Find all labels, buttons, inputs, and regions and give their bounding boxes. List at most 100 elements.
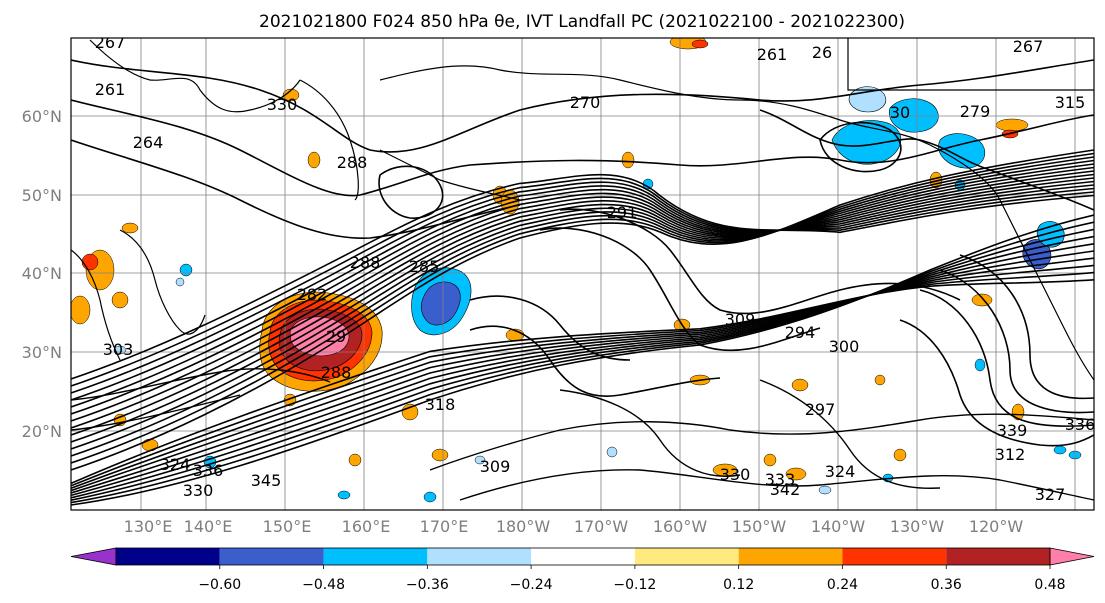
longitude-tick-label: 140°W: [811, 517, 866, 536]
theta-e-contour: [71, 264, 1094, 489]
theta-e-contour: [71, 159, 1094, 450]
contour-label: 330: [720, 465, 751, 484]
pc-shading-patch: [763, 453, 777, 467]
colorbar-tick-label: −0.36: [406, 577, 449, 593]
colorbar-segment: [219, 548, 324, 565]
theta-e-contour: [71, 59, 1094, 153]
coast-japan: [119, 229, 206, 335]
contour-label: 297: [805, 400, 836, 419]
theta-e-contour: [71, 177, 1094, 387]
contour-label: 261: [757, 45, 788, 64]
contour-label: 270: [570, 93, 601, 112]
contour-label: 336: [193, 461, 224, 480]
pc-shading-patch: [893, 448, 907, 462]
latitude-tick-label: 50°N: [22, 186, 62, 205]
contour-label: 279: [960, 102, 991, 121]
latitude-tick-label: 40°N: [22, 264, 62, 283]
pc-shading-patch: [971, 293, 993, 307]
contour-label: 30: [890, 103, 910, 122]
colorbar-tick-label: 0.24: [827, 577, 858, 593]
colorbar-frame: [115, 547, 1051, 566]
theta-e-contour: [469, 295, 631, 361]
contour-label: 294: [785, 323, 816, 342]
contour-label: 315: [1055, 93, 1086, 112]
longitude-tick-label: 170°W: [574, 517, 629, 536]
pc-shading-patch: [111, 291, 129, 309]
contour-label: 291: [607, 203, 638, 222]
contour-label: 264: [133, 133, 164, 152]
theta-e-contour: [71, 221, 1094, 504]
theta-e-contour: [759, 379, 941, 489]
longitude-tick-label: 150°E: [263, 517, 312, 536]
colorbar-segment: [116, 548, 220, 565]
pc-shading-patch: [337, 490, 351, 500]
pc-shading-patch: [71, 295, 91, 325]
colorbar-segment: [842, 548, 947, 565]
colorbar-max-extend: [1049, 547, 1095, 566]
pc-shading-patch: [474, 455, 486, 465]
contour-label: 324: [825, 462, 856, 481]
longitude-tick-label: 160°E: [342, 517, 391, 536]
latitude-tick-label: 60°N: [22, 107, 62, 126]
theta-e-contour: [71, 170, 1094, 429]
contour-label: 309: [725, 310, 756, 329]
pc-shading-patch: [785, 467, 807, 481]
contour-label: 267: [95, 33, 126, 52]
theta-e-contour: [71, 149, 1094, 471]
theta-e-contour: [71, 235, 1094, 499]
pc-shading-patch: [401, 403, 419, 421]
latitude-tick-label: 20°N: [22, 422, 62, 441]
contour-label: 267: [1013, 37, 1044, 56]
coast-aleutians: [379, 149, 521, 201]
map-content: 267 261 264 270 261 26 267 288 282 288 285 291 29 288…: [71, 33, 1096, 510]
contour-label: 327: [1035, 485, 1066, 504]
contour-label: 312: [995, 445, 1026, 464]
theta-e-contour: [939, 269, 1094, 414]
pc-shading-patch: [974, 358, 986, 372]
theta-e-contour: [919, 289, 1094, 427]
longitude-tick-label: 170°E: [420, 517, 469, 536]
colorbar-segment: [946, 548, 1050, 565]
pc-shading-patch: [606, 446, 618, 458]
colorbar-tick-label: −0.48: [302, 577, 345, 593]
contour-label: 282: [297, 285, 328, 304]
theta-e-contour: [71, 257, 1094, 492]
pc-shading-patch: [431, 448, 449, 462]
theta-e-contour: [71, 163, 1094, 443]
coast-alaska: [379, 65, 1001, 201]
pc-shading-patch: [995, 118, 1029, 132]
pc-shading-patch: [874, 374, 886, 386]
colorbar-segment: [634, 548, 739, 565]
contour-label: 29: [326, 327, 346, 346]
contour-label: 26: [812, 43, 832, 62]
contour-label: 300: [829, 337, 860, 356]
colorbar: −0.60 −0.48 −0.36 −0.24 −0.12 0.12 0.24 0.36 0.4…: [70, 547, 1095, 593]
pc-shading-patch: [121, 222, 139, 234]
contour-label: 330: [267, 95, 298, 114]
theta-e-contour: [429, 413, 1094, 471]
theta-e-contour: [71, 173, 1094, 380]
contour-label: 342: [770, 480, 801, 499]
contour-label: 336: [1065, 415, 1096, 434]
longitude-tick-label: 160°W: [653, 517, 708, 536]
coastlines: [71, 38, 1094, 381]
pc-shading-patch: [1011, 403, 1025, 421]
theta-e-contour: [71, 279, 1094, 485]
pc-shading-patch: [1053, 445, 1067, 455]
pc-shading-patch: [423, 491, 437, 503]
theta-e-contour: [71, 166, 1094, 436]
contour-label: 324: [160, 455, 191, 474]
theta-e-contour: [539, 227, 821, 352]
theta-e-contour: [71, 250, 1094, 494]
longitude-tick-label: 180°W: [496, 517, 551, 536]
contour-label: 309: [480, 457, 511, 476]
colorbar-tick-label: 0.12: [723, 577, 754, 593]
longitude-tick-label: 130°E: [124, 517, 173, 536]
theta-e-contour: [71, 243, 1094, 497]
theta-e-contour: [959, 254, 1094, 400]
colorbar-tick-label: −0.60: [198, 577, 241, 593]
colorbar-tick-label: −0.24: [510, 577, 553, 593]
colorbar-segment: [323, 548, 428, 565]
pc-shading-patch: [818, 485, 832, 495]
